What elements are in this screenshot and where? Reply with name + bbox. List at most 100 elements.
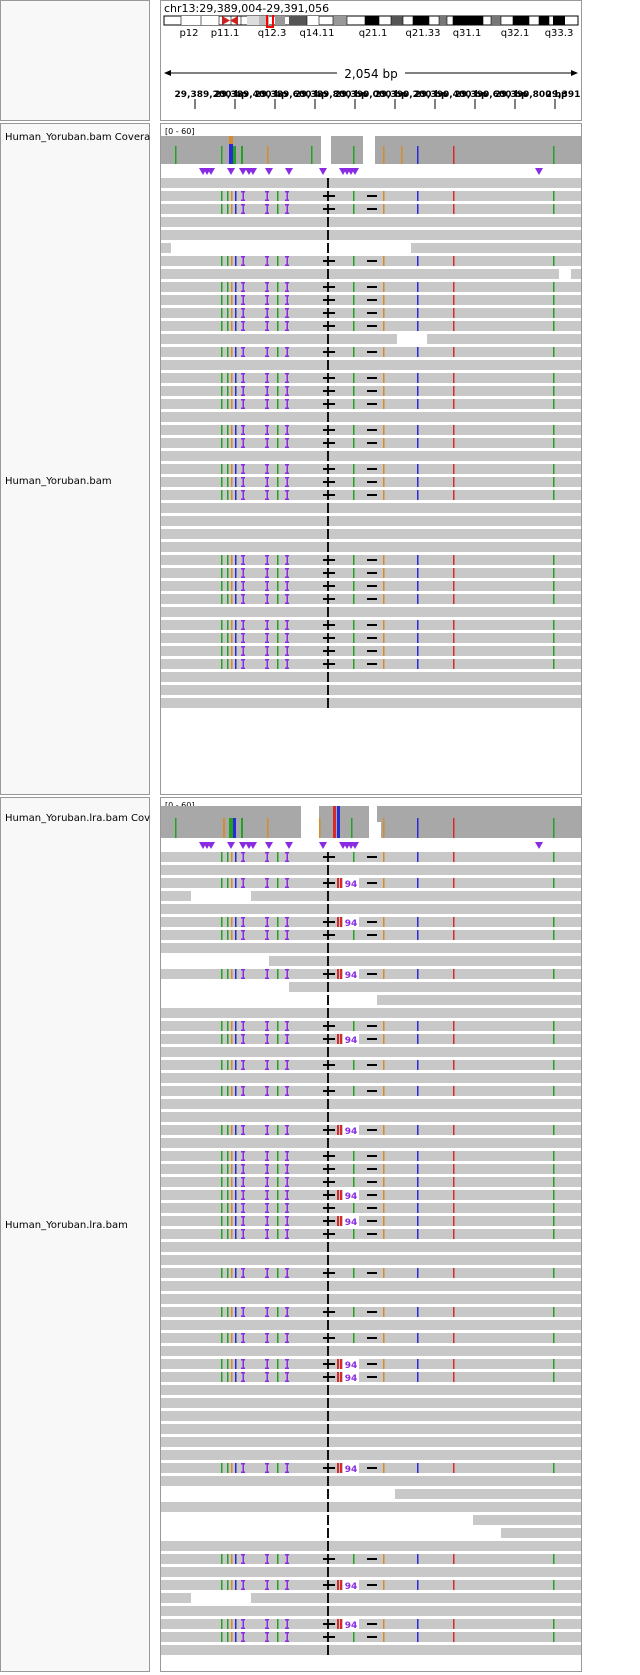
insertion-label-bg <box>343 1580 359 1590</box>
read <box>161 607 581 617</box>
coverage-track[interactable] <box>161 804 581 838</box>
deletion-line <box>323 312 335 314</box>
mismatch <box>417 1554 419 1564</box>
insertion-mark <box>265 1471 269 1473</box>
read <box>161 1476 581 1486</box>
coverage-variant-bar <box>267 146 269 164</box>
mismatch <box>553 308 555 318</box>
mismatch <box>383 282 385 292</box>
deletion-line <box>323 1155 335 1157</box>
insertion-mark <box>286 1203 288 1213</box>
read <box>161 1437 581 1447</box>
insertion-mark <box>285 1315 289 1317</box>
mismatch <box>227 425 229 435</box>
mismatch <box>340 1463 342 1473</box>
coverage-variant-bar <box>229 144 233 164</box>
coverage-variant-bar <box>553 818 555 838</box>
mismatch <box>221 308 223 318</box>
insertion-mark <box>286 1580 288 1590</box>
mismatch <box>221 1190 223 1200</box>
alignment-track-label[interactable]: Human_Yoruban.bam <box>5 476 112 487</box>
insertion-mark <box>241 628 245 630</box>
locus-label[interactable]: chr13:29,389,004-29,391,056 <box>164 2 330 15</box>
mismatch <box>417 191 419 201</box>
mismatch <box>227 347 229 357</box>
insertion-mark <box>242 1151 244 1161</box>
insertion-triangle <box>351 168 359 175</box>
mismatch <box>231 1086 233 1096</box>
mismatch <box>340 1359 342 1369</box>
mismatch <box>453 852 455 862</box>
mismatch <box>453 256 455 266</box>
deletion-line <box>367 1584 377 1586</box>
mismatch <box>337 1580 339 1590</box>
cytoband <box>275 16 285 25</box>
mismatch <box>337 1463 339 1473</box>
mismatch <box>383 490 385 500</box>
insertion-mark <box>266 646 268 656</box>
read <box>571 269 581 279</box>
deletion-line <box>367 1025 377 1027</box>
mismatch <box>453 1216 455 1226</box>
mismatch <box>453 1619 455 1629</box>
mismatch <box>417 568 419 578</box>
insertion-mark <box>285 212 289 214</box>
mismatch <box>553 659 555 669</box>
mismatch <box>353 256 355 266</box>
read-mark <box>327 516 329 526</box>
insertion-mark <box>285 1133 289 1135</box>
insertion-mark <box>241 938 245 940</box>
deletion-line <box>367 403 377 405</box>
insertion-mark <box>241 1211 245 1213</box>
mismatch <box>337 1216 339 1226</box>
mismatch <box>221 1151 223 1161</box>
insertion-mark <box>266 373 268 383</box>
insertion-size-label: 94 <box>345 919 358 929</box>
alignment-track[interactable] <box>161 166 581 726</box>
read-mark <box>327 1489 329 1499</box>
mismatch <box>383 386 385 396</box>
mismatch <box>417 321 419 331</box>
coverage-track[interactable] <box>161 134 581 164</box>
mismatch <box>453 1151 455 1161</box>
insertion-mark <box>266 594 268 604</box>
insertion-mark <box>241 290 245 292</box>
mismatch <box>277 191 279 201</box>
mismatch <box>221 1034 223 1044</box>
insertion-mark <box>265 1042 269 1044</box>
mismatch <box>227 646 229 656</box>
insertion-mark <box>241 446 245 448</box>
read <box>269 956 581 966</box>
coverage-track-label[interactable]: Human_Yoruban.lra.bam Coverage <box>5 813 150 824</box>
mismatch <box>383 1086 385 1096</box>
mismatch <box>227 1190 229 1200</box>
insertion-mark <box>241 407 245 409</box>
alignment-track-label[interactable]: Human_Yoruban.lra.bam <box>5 1220 128 1231</box>
coverage-track-label[interactable]: Human_Yoruban.bam Coverage <box>5 132 150 143</box>
insertion-mark <box>286 295 288 305</box>
insertion-mark <box>265 472 269 474</box>
insertion-mark <box>266 917 268 927</box>
insertion-mark <box>286 620 288 630</box>
mismatch <box>235 425 237 435</box>
mismatch <box>453 1229 455 1239</box>
mismatch <box>221 620 223 630</box>
deletion-line <box>323 351 335 353</box>
centromere-marker <box>222 16 230 25</box>
insertion-mark <box>285 667 289 669</box>
insertion-mark <box>242 659 244 669</box>
insertion-mark <box>266 568 268 578</box>
deletion-line <box>367 429 377 431</box>
mismatch <box>453 659 455 669</box>
mismatch <box>553 555 555 565</box>
alignment-track[interactable]: 94 94 94 94 94 94 94 94 94 94 94 94 <box>161 840 581 1675</box>
deletion-line <box>367 468 377 470</box>
read <box>161 1112 581 1122</box>
ruler-tick-label: 29,390,400 bp <box>415 90 489 100</box>
read <box>395 1489 581 1499</box>
chromosome-ideogram[interactable]: p12 p11.1 q12.3 q14.11 q21.1 q21.33 q31.1 q32.1… <box>161 15 581 39</box>
mismatch <box>235 295 237 305</box>
read-mark <box>327 943 329 953</box>
insertion-mark <box>242 1060 244 1070</box>
